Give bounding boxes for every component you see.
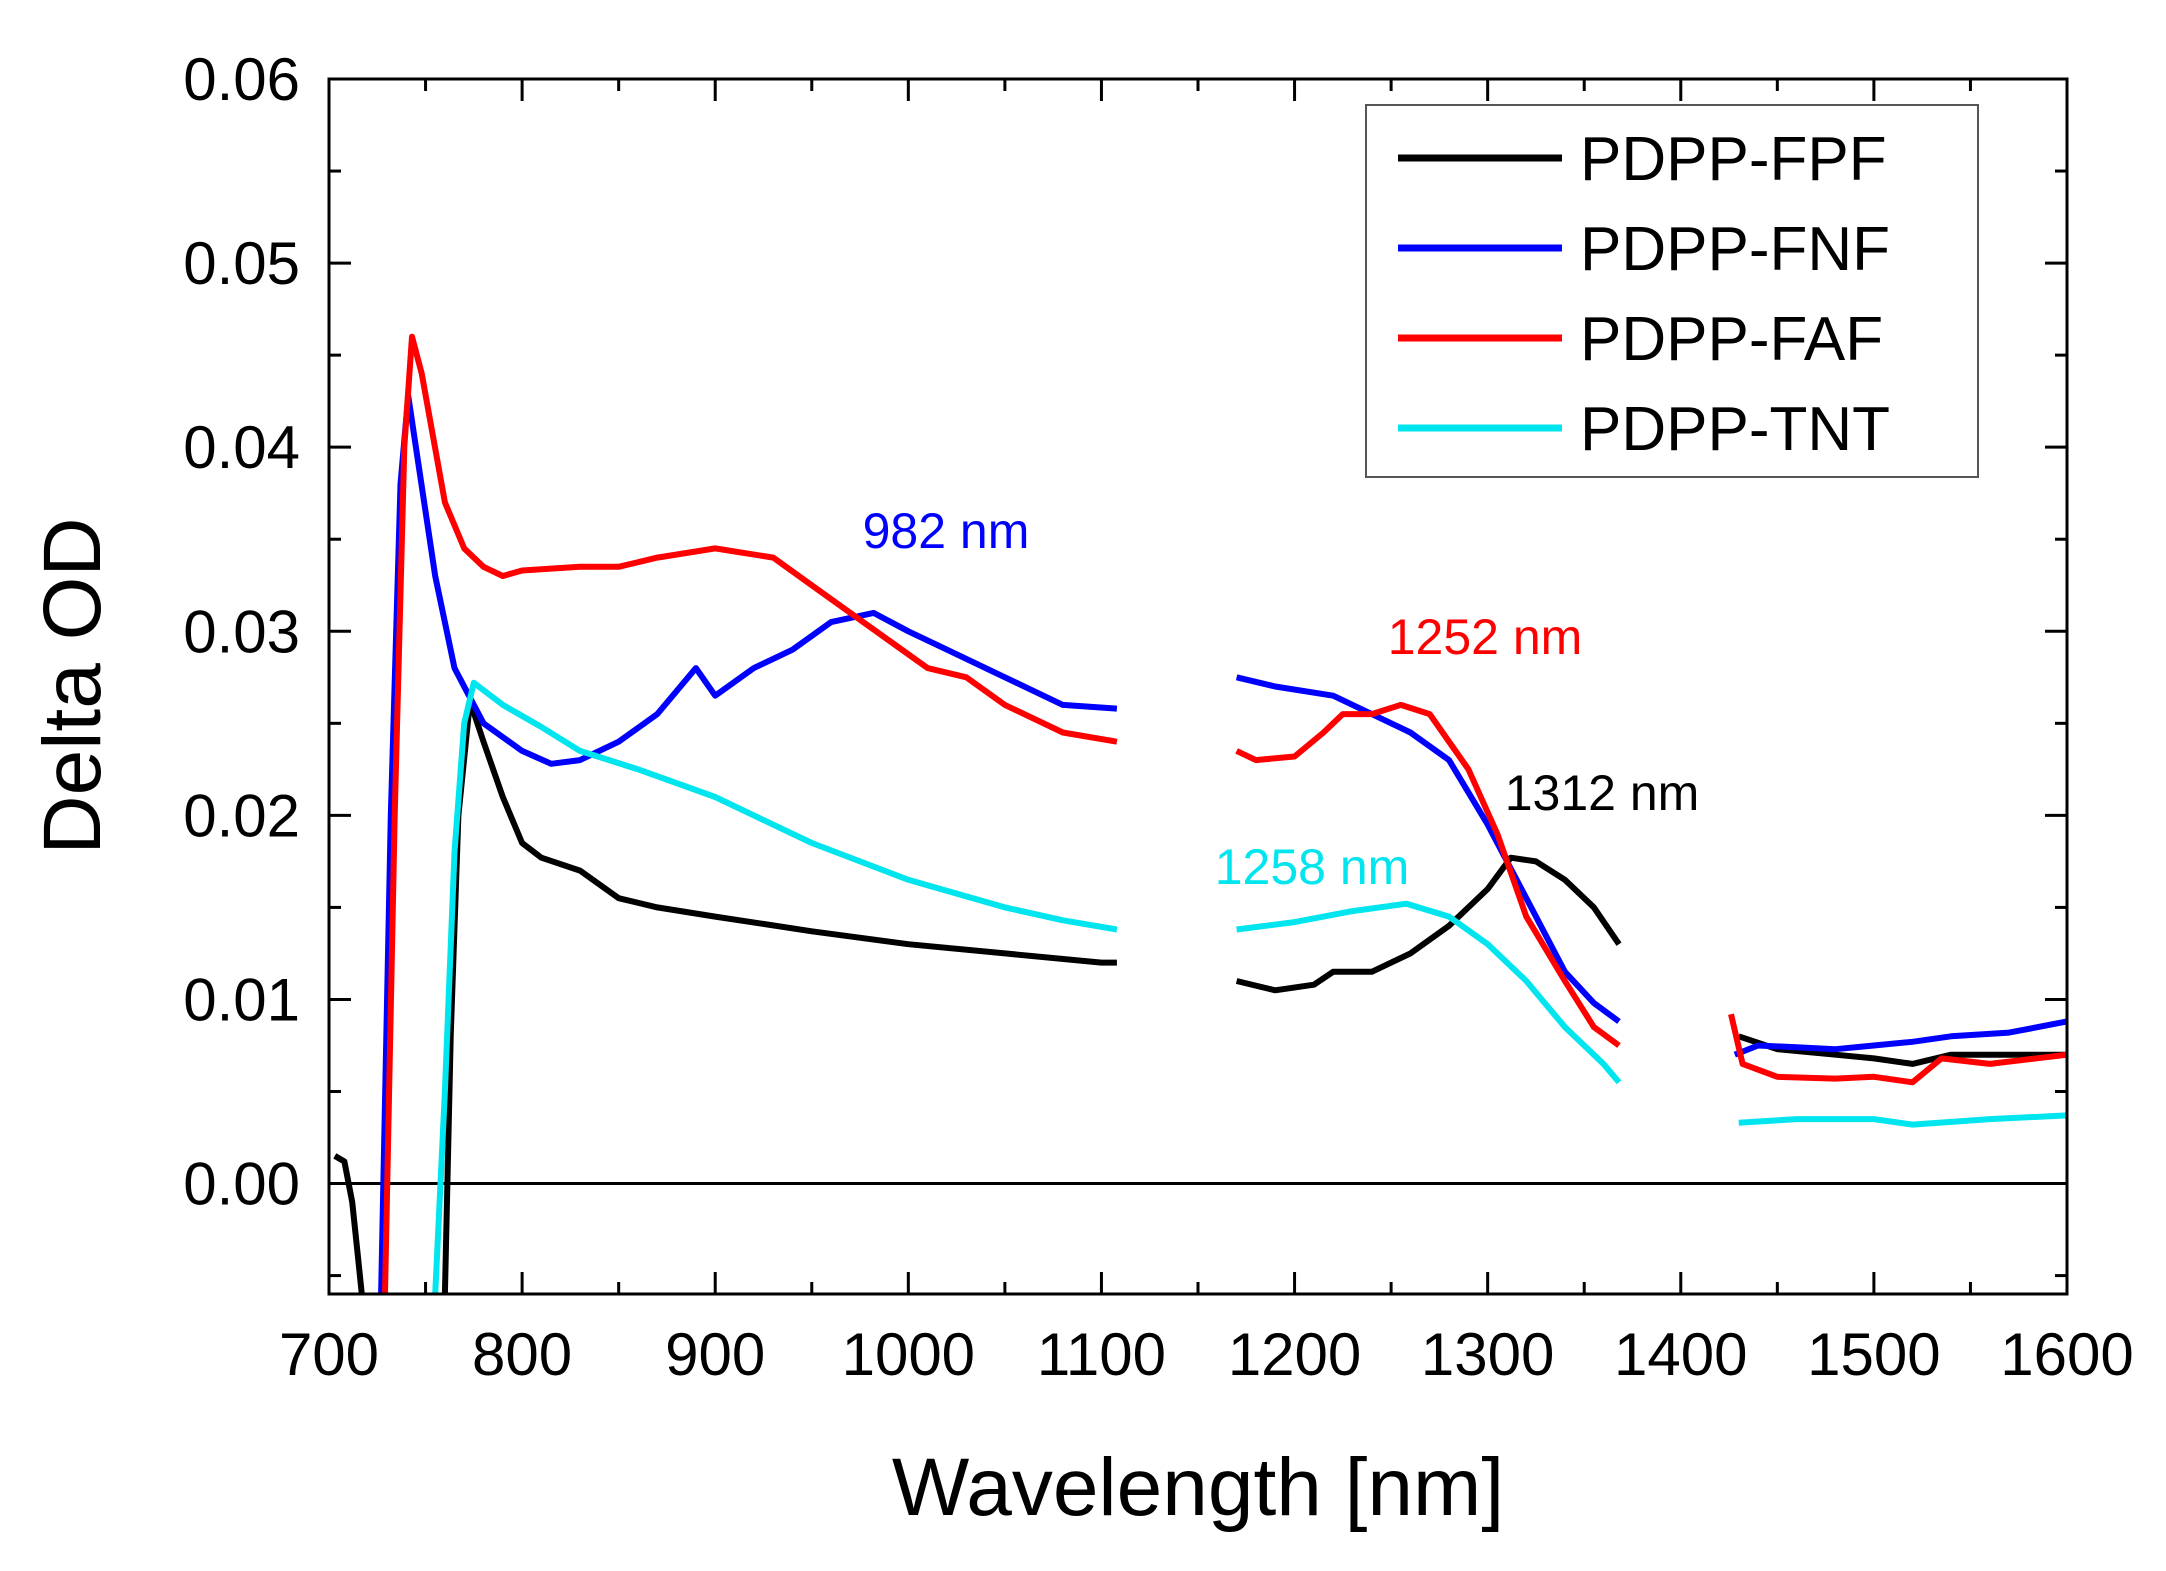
peak-annotation: 982 nm: [863, 503, 1030, 559]
series-line-pdpp-faf: [382, 333, 1118, 1294]
series-line-pdpp-fnf: [1235, 674, 1621, 1024]
peak-annotation: 1252 nm: [1388, 609, 1583, 665]
x-tick-label: 1300: [1421, 1321, 1554, 1388]
x-tick-label: 1000: [842, 1321, 975, 1388]
y-tick-label: 0.00: [183, 1151, 300, 1218]
series-line-pdpp-fpf: [441, 698, 1117, 1294]
legend: PDPP-FPF PDPP-FNF PDPP-FAF PDPP-TNT: [1365, 104, 1979, 478]
legend-label: PDPP-FPF: [1580, 125, 1887, 194]
series-line-pdpp-fpf: [333, 1153, 365, 1294]
x-tick-label: 1200: [1228, 1321, 1361, 1388]
axis-ticks: [327, 77, 2069, 1296]
legend-label: PDPP-TNT: [1580, 395, 1890, 464]
x-tick-label: 1100: [1037, 1321, 1166, 1388]
peak-annotation: 1312 nm: [1505, 765, 1700, 821]
x-tick-label: 900: [665, 1321, 765, 1388]
series-line-pdpp-tnt: [1236, 900, 1622, 1085]
y-tick-label: 0.04: [183, 414, 300, 481]
peak-annotation: 1258 nm: [1215, 839, 1410, 895]
series-line-pdpp-fnf: [378, 392, 1118, 1294]
legend-box: [1365, 104, 1979, 478]
y-tick-label: 0.05: [183, 230, 300, 297]
y-tick-label: 0.06: [183, 46, 300, 113]
series-line-pdpp-faf: [1235, 701, 1621, 1048]
x-tick-label: 1500: [1807, 1321, 1940, 1388]
x-axis-title: Wavelength [nm]: [892, 1442, 1504, 1533]
plot-marks: [329, 333, 2067, 1294]
y-axis-title: Delta OD: [27, 517, 118, 854]
y-tick-label: 0.03: [183, 598, 300, 665]
series-line-pdpp-fpf: [1235, 854, 1622, 994]
peak-annotations: 982 nm 1252 nm 1312 nm 1258 nm: [863, 503, 1700, 895]
series-line-pdpp-tnt: [1738, 1112, 2067, 1128]
series-line-pdpp-fpf: [1737, 1033, 2067, 1067]
x-tick-label: 1400: [1614, 1321, 1747, 1388]
x-tick-label: 700: [279, 1321, 379, 1388]
y-tick-label: 0.02: [183, 782, 300, 849]
tick-labels: 700 800 900 1000 1100 1200 1300 1400 1500 1600 0.0…: [183, 46, 2134, 1388]
legend-label: PDPP-FNF: [1580, 215, 1890, 284]
x-tick-label: 800: [472, 1321, 572, 1388]
series-line-pdpp-tnt: [432, 679, 1118, 1294]
series-line-pdpp-fnf: [1733, 1018, 2067, 1058]
series-line-pdpp-faf: [1728, 1013, 2067, 1086]
legend-label: PDPP-FAF: [1580, 305, 1883, 374]
y-tick-label: 0.01: [183, 966, 300, 1033]
x-tick-label: 1600: [2000, 1321, 2133, 1388]
